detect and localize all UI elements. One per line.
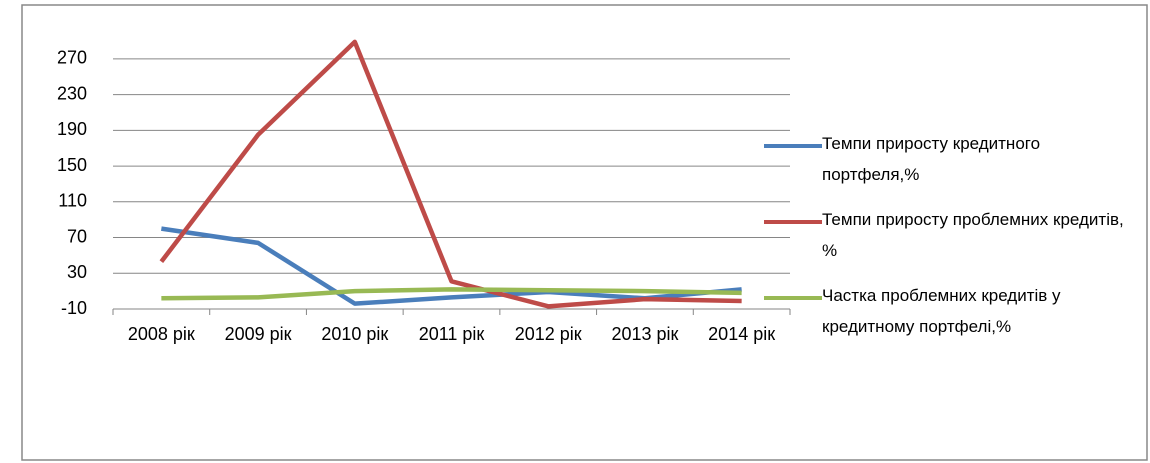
y-tick-label: 70 (67, 226, 87, 246)
legend-swatch (764, 296, 822, 300)
legend-item: Темпи приросту проблемних кредитів, % (764, 204, 1144, 280)
legend-label: Частка проблемних кредитів у кредитному … (822, 286, 1061, 336)
x-tick-label: 2013 рік (611, 324, 678, 344)
legend-label: Темпи приросту проблемних кредитів, % (822, 210, 1124, 260)
legend-item: Частка проблемних кредитів у кредитному … (764, 280, 1144, 356)
y-tick-label: 30 (67, 262, 87, 282)
x-tick-label: 2010 рік (321, 324, 388, 344)
y-tick-label: 270 (57, 48, 87, 68)
x-tick-label: 2011 рік (419, 324, 485, 344)
legend-label: Темпи приросту кредитного портфеля,% (822, 134, 1041, 184)
x-tick-label: 2008 рік (128, 324, 195, 344)
legend-swatch (764, 144, 822, 148)
y-tick-label: -10 (61, 298, 87, 318)
x-tick-label: 2014 рік (708, 324, 775, 344)
x-tick-label: 2012 рік (515, 324, 582, 344)
legend: Темпи приросту кредитного портфеля,% Темп… (764, 128, 1144, 356)
y-tick-label: 190 (57, 119, 87, 139)
chart-border (21, 4, 1148, 461)
series-line (161, 287, 742, 301)
legend-item: Темпи приросту кредитного портфеля,% (764, 128, 1144, 204)
legend-swatch (764, 220, 822, 224)
series-line (159, 39, 742, 309)
y-tick-label: 110 (58, 191, 87, 211)
x-tick-label: 2009 рік (225, 324, 292, 344)
y-tick-label: 230 (57, 83, 87, 103)
y-tick-label: 150 (57, 155, 87, 175)
